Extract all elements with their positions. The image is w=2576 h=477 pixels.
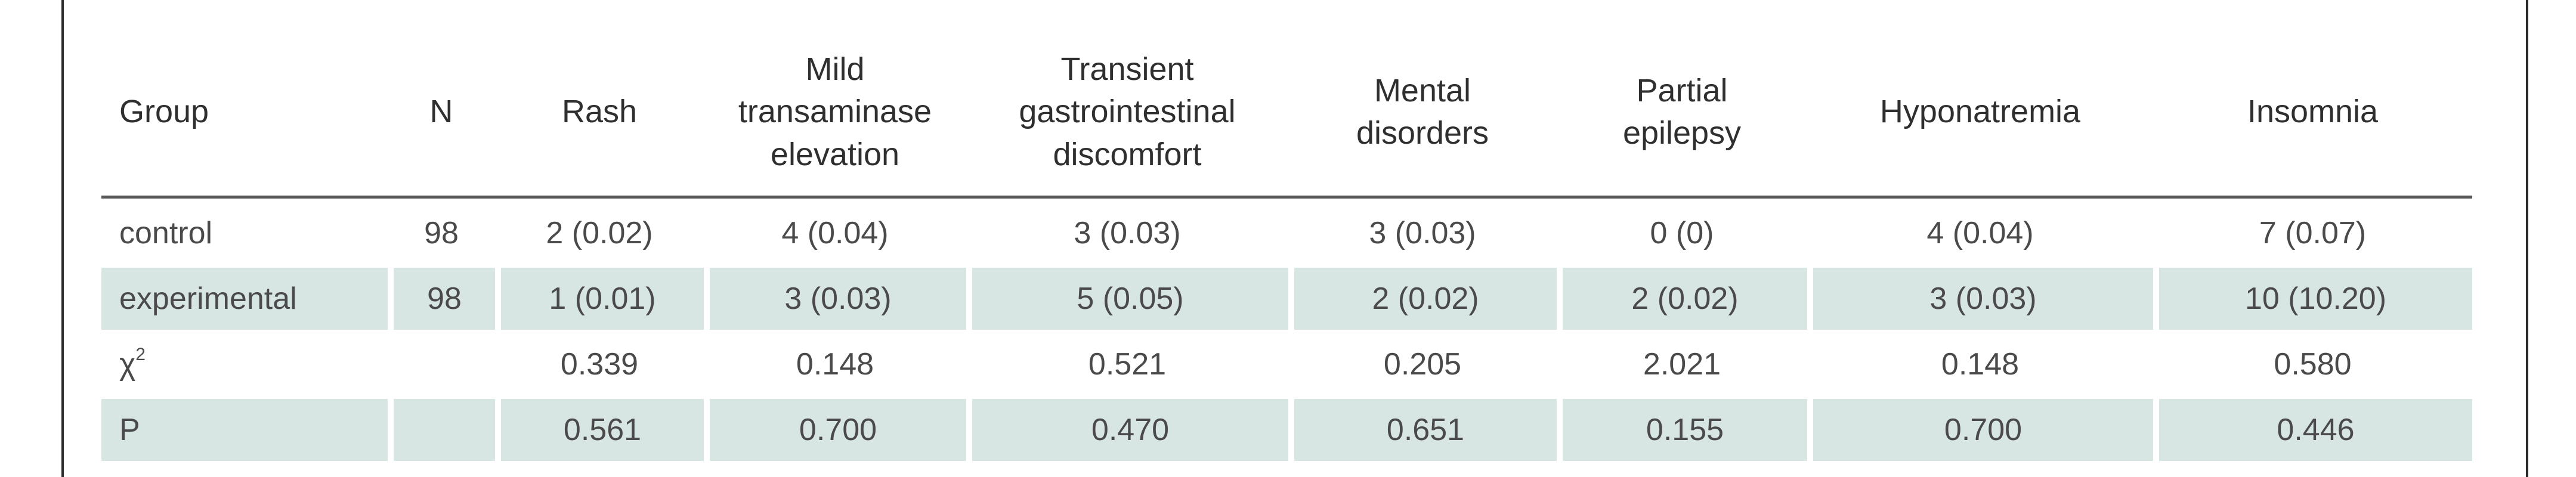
table-header: Group N Rash Mild transaminase elevation…: [101, 29, 2472, 199]
cell-group: experimental: [101, 268, 388, 333]
cell-mental: 2 (0.02): [1288, 268, 1557, 333]
adverse-reactions-table: Group N Rash Mild transaminase elevation…: [101, 29, 2472, 464]
header-line: discomfort: [1053, 136, 1202, 172]
chi-symbol: χ: [119, 347, 136, 382]
header-line: epilepsy: [1622, 115, 1742, 151]
header-line: transaminase: [738, 94, 932, 130]
table-frame: [61, 0, 2528, 477]
cell-insomnia: 0.580: [2153, 333, 2472, 399]
cell-mild: 4 (0.04): [704, 199, 966, 268]
cell-transient: 3 (0.03): [966, 199, 1288, 268]
cell-group: χ2: [101, 333, 388, 399]
cell-insomnia: 10 (10.20): [2153, 268, 2472, 333]
header-line: elevation: [770, 136, 900, 172]
table-row-chi-square: χ2 0.339 0.148 0.521 0.205 2.021 0.148 0…: [101, 333, 2472, 399]
table-row-experimental: experimental 98 1 (0.01) 3 (0.03) 5 (0.0…: [101, 268, 2472, 333]
header-partial-epilepsy: Partial epilepsy: [1557, 29, 1807, 199]
cell-transient: 5 (0.05): [966, 268, 1288, 333]
header-insomnia: Insomnia: [2153, 29, 2472, 199]
cell-mild: 0.148: [704, 333, 966, 399]
header-line: Partial: [1636, 72, 1728, 109]
header-line: Mild: [805, 51, 865, 88]
cell-rash: 0.339: [495, 333, 704, 399]
table-row-control: control 98 2 (0.02) 4 (0.04) 3 (0.03) 3 …: [101, 199, 2472, 268]
cell-mild: 3 (0.03): [704, 268, 966, 333]
cell-rash: 0.561: [495, 399, 704, 464]
header-n: N: [388, 29, 495, 199]
cell-hyponatremia: 3 (0.03): [1807, 268, 2153, 333]
table-row-p-value: P 0.561 0.700 0.470 0.651 0.155 0.700 0.…: [101, 399, 2472, 464]
header-mild-transaminase-elevation: Mild transaminase elevation: [704, 29, 966, 199]
cell-mental: 0.205: [1288, 333, 1557, 399]
header-hyponatremia: Hyponatremia: [1807, 29, 2153, 199]
cell-partial: 0 (0): [1557, 199, 1807, 268]
header-line: gastrointestinal: [1019, 94, 1236, 130]
header-rash: Rash: [495, 29, 704, 199]
cell-insomnia: 0.446: [2153, 399, 2472, 464]
cell-insomnia: 7 (0.07): [2153, 199, 2472, 268]
cell-partial: 2 (0.02): [1557, 268, 1807, 333]
cell-transient: 0.521: [966, 333, 1288, 399]
cell-hyponatremia: 4 (0.04): [1807, 199, 2153, 268]
cell-n: 98: [388, 268, 495, 333]
cell-partial: 0.155: [1557, 399, 1807, 464]
cell-mental: 3 (0.03): [1288, 199, 1557, 268]
table-body: control 98 2 (0.02) 4 (0.04) 3 (0.03) 3 …: [101, 199, 2472, 464]
header-row: Group N Rash Mild transaminase elevation…: [101, 29, 2472, 199]
cell-group: control: [101, 199, 388, 268]
header-line: disorders: [1356, 115, 1489, 151]
cell-n: [388, 333, 495, 399]
cell-mild: 0.700: [704, 399, 966, 464]
header-group: Group: [101, 29, 388, 199]
header-line: Transient: [1060, 51, 1194, 88]
cell-rash: 1 (0.01): [495, 268, 704, 333]
cell-partial: 2.021: [1557, 333, 1807, 399]
cell-transient: 0.470: [966, 399, 1288, 464]
cell-n: [388, 399, 495, 464]
header-mental-disorders: Mental disorders: [1288, 29, 1557, 199]
cell-n: 98: [388, 199, 495, 268]
chi-superscript: 2: [135, 344, 146, 364]
cell-mental: 0.651: [1288, 399, 1557, 464]
cell-rash: 2 (0.02): [495, 199, 704, 268]
cell-hyponatremia: 0.700: [1807, 399, 2153, 464]
header-transient-gi-discomfort: Transient gastrointestinal discomfort: [966, 29, 1288, 199]
cell-group: P: [101, 399, 388, 464]
cell-hyponatremia: 0.148: [1807, 333, 2153, 399]
header-line: Mental: [1374, 72, 1471, 109]
